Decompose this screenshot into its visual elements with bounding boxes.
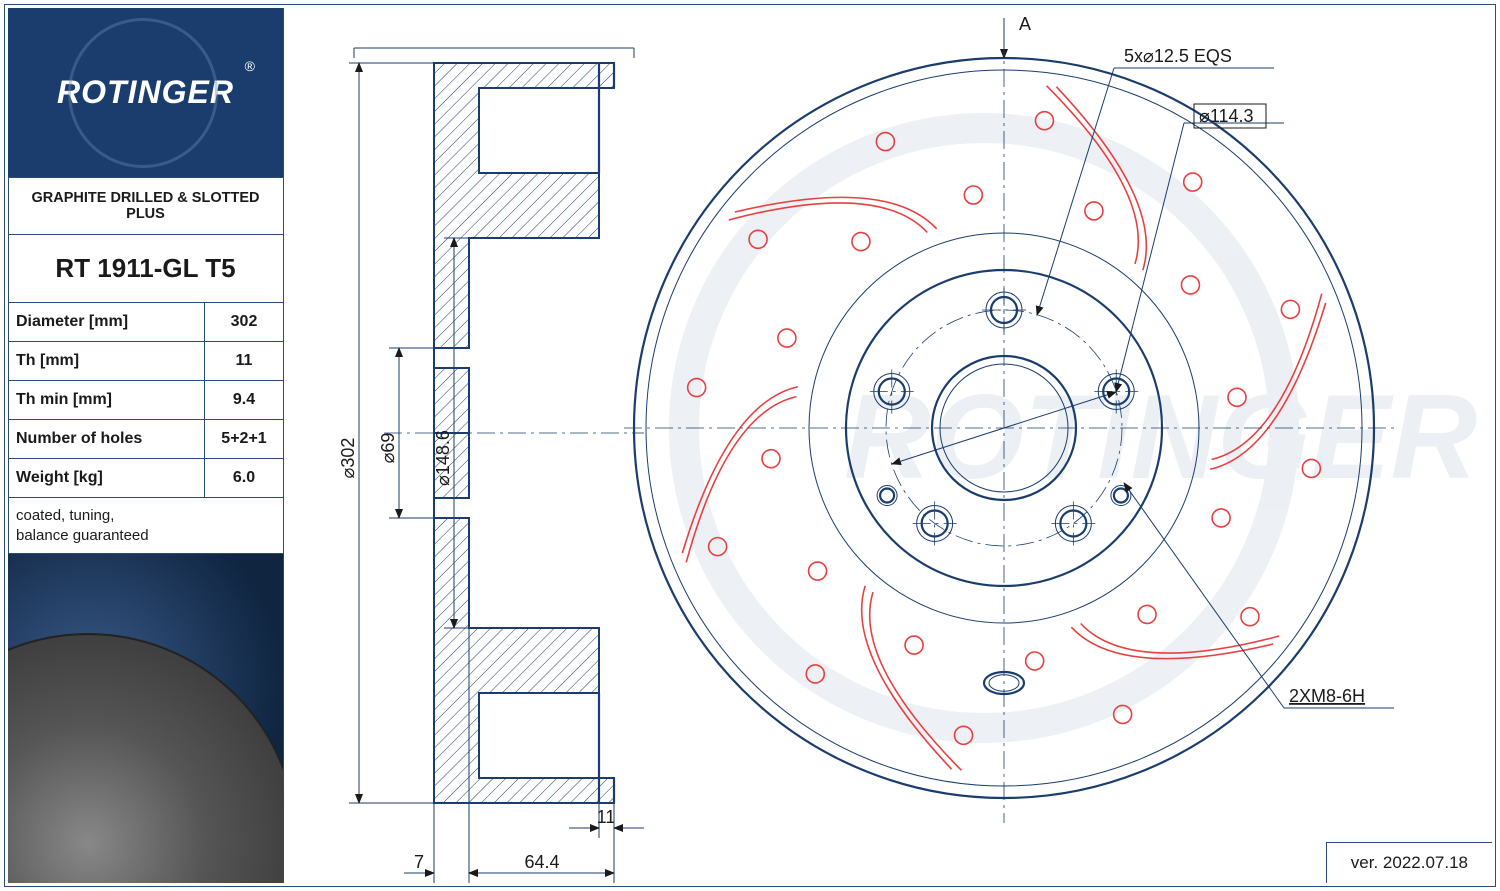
- spec-value: 302: [205, 303, 283, 341]
- spec-row: Th min [mm] 9.4: [8, 381, 283, 420]
- section-view: ⌀302 ⌀69 ⌀148.6 11 7: [338, 48, 644, 883]
- sidebar: ROTINGER ® GRAPHITE DRILLED & SLOTTED PL…: [8, 8, 284, 883]
- product-photo: [8, 554, 283, 883]
- technical-drawing: ROTINGER ⌀302: [284, 8, 1492, 883]
- spec-value: 6.0: [205, 459, 283, 497]
- dim-hub-bore: ⌀69: [378, 433, 398, 464]
- logo-box: ROTINGER ®: [8, 8, 283, 178]
- spec-row: Weight [kg] 6.0: [8, 459, 283, 498]
- spec-value: 9.4: [205, 381, 283, 419]
- section-marker: A: [1004, 14, 1031, 58]
- spec-value: 11: [205, 342, 283, 380]
- spec-label: Th min [mm]: [8, 381, 205, 419]
- dim-thickness: 11: [597, 807, 616, 827]
- part-number: RT 1911-GL T5: [8, 235, 283, 303]
- dim-outer-dia: ⌀302: [338, 438, 358, 479]
- registered-mark: ®: [245, 58, 255, 74]
- dim-hat-dia: ⌀148.6: [433, 430, 453, 486]
- callout-thread-text: 2XM8-6H: [1289, 686, 1365, 706]
- spec-label: Weight [kg]: [8, 459, 205, 497]
- callout-bolt-text: 5x⌀12.5 EQS: [1124, 46, 1232, 66]
- product-type: GRAPHITE DRILLED & SLOTTED PLUS: [8, 178, 283, 235]
- spec-label: Number of holes: [8, 420, 205, 458]
- section-letter: A: [1019, 14, 1031, 34]
- logo-globe-icon: [68, 18, 218, 168]
- spec-row: Th [mm] 11: [8, 342, 283, 381]
- spec-value: 5+2+1: [205, 420, 283, 458]
- product-notes: coated, tuning, balance guaranteed: [8, 498, 283, 554]
- dim-offset: 7: [414, 852, 424, 872]
- drawing-area: ROTINGER ⌀302: [284, 8, 1492, 883]
- dim-depth: 64.4: [524, 852, 559, 872]
- disc-photo-icon: [8, 633, 283, 883]
- spec-row: Diameter [mm] 302: [8, 303, 283, 342]
- spec-row: Number of holes 5+2+1: [8, 420, 283, 459]
- callout-pcd-text: ⌀114.3: [1199, 106, 1254, 126]
- version-label: ver. 2022.07.18: [1326, 842, 1492, 883]
- spec-label: Diameter [mm]: [8, 303, 205, 341]
- spec-label: Th [mm]: [8, 342, 205, 380]
